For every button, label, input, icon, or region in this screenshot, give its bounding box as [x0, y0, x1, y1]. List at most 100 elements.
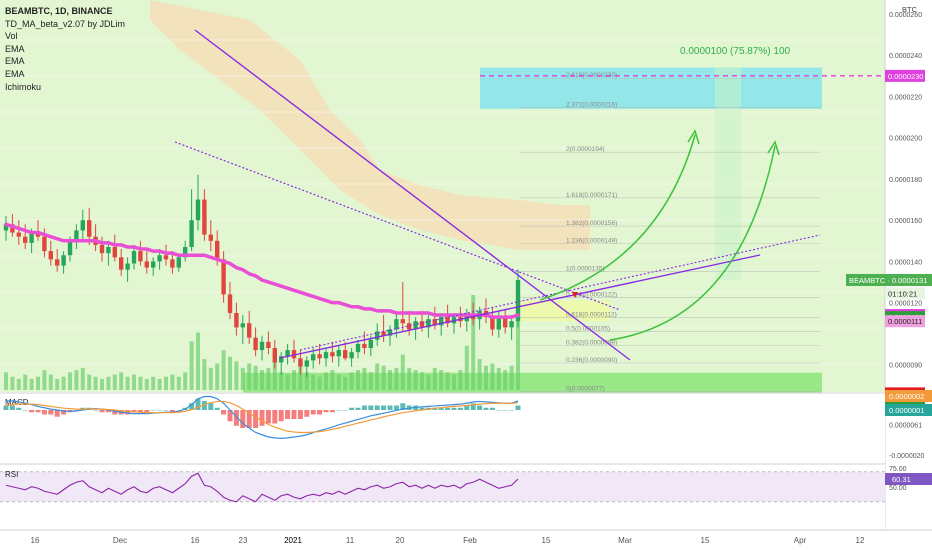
volume-bar: [151, 376, 156, 390]
candle-body: [138, 251, 143, 262]
candle-body: [490, 317, 495, 330]
candle-body: [74, 230, 79, 241]
candle-body: [311, 354, 316, 361]
x-axis-tick: 12: [856, 536, 865, 545]
candle-body: [125, 263, 130, 270]
volume-bar: [452, 374, 456, 390]
macd-histogram-bar: [349, 407, 355, 410]
candle-body: [151, 261, 156, 268]
macd-histogram-bar: [54, 410, 60, 417]
volume-bar: [343, 376, 348, 390]
legend-indicator[interactable]: EMA: [5, 43, 25, 54]
y-axis-tick: 0.0000061: [889, 422, 922, 429]
macd-histogram-bar: [169, 410, 175, 413]
volume-bar: [356, 370, 360, 390]
price-badge: [885, 315, 925, 328]
candle-body: [106, 246, 111, 254]
macd-histogram-bar: [259, 410, 265, 426]
candle-body: [195, 199, 201, 221]
candle-body: [42, 236, 47, 252]
macd-histogram-bar: [381, 405, 387, 410]
candle-body: [227, 294, 233, 313]
candle-body: [80, 220, 85, 231]
ascending-trendline: [279, 254, 761, 359]
legend-indicator[interactable]: EMA: [5, 68, 25, 79]
volume-bar: [87, 374, 92, 390]
macd-histogram-bar: [361, 405, 367, 410]
currency-label: BTC: [902, 5, 918, 14]
volume-bar: [426, 374, 431, 390]
legend-indicator[interactable]: Vol: [5, 31, 18, 42]
x-axis-tick: 16: [191, 536, 200, 545]
price-badge-label: BEAMBTC · 0.0000131: [849, 276, 927, 285]
candle-body: [407, 323, 412, 330]
legend-indicator[interactable]: Ichimoku: [5, 81, 42, 92]
bullish-arrow: [609, 145, 776, 341]
candle-body: [336, 350, 341, 357]
candle-body: [413, 321, 418, 330]
volume-bar: [368, 372, 373, 390]
volume-bar: [29, 378, 34, 390]
fib-label: 0.786(0.0000122): [566, 291, 617, 298]
legend-symbol[interactable]: BEAMBTC, 1D, BINANCE: [5, 6, 113, 16]
macd-histogram-bar: [22, 410, 28, 411]
candle-body: [285, 350, 290, 357]
volume-bar: [458, 370, 463, 390]
x-axis-tick: Feb: [463, 536, 477, 545]
volume-bar: [80, 367, 85, 390]
macd-histogram-bar: [112, 410, 118, 415]
rsi-tick: 50.00: [889, 485, 907, 492]
macd-histogram-bar: [189, 403, 195, 410]
candle-body: [279, 356, 284, 363]
candle-body: [176, 257, 181, 268]
volume-bar: [484, 365, 488, 390]
candle-body: [189, 220, 194, 247]
macd-histogram-bar: [29, 410, 35, 413]
legend-indicator[interactable]: EMA: [5, 56, 25, 67]
volume-bar: [144, 378, 149, 390]
macd-badge-label: 0.0000001: [889, 406, 924, 415]
volume-bar: [394, 367, 399, 390]
macd-histogram-bar: [438, 407, 444, 410]
volume-bar: [298, 365, 303, 390]
candle-body: [157, 255, 162, 262]
volume-bar: [432, 367, 437, 390]
candle-body: [112, 246, 117, 258]
candle-body: [304, 360, 309, 367]
y-axis-tick: 0.0000200: [889, 136, 922, 143]
candle-body: [183, 246, 188, 258]
y-axis-tick: 0.0000260: [889, 12, 922, 19]
volume-bar: [61, 376, 66, 390]
candle-body: [362, 343, 367, 349]
candle-body: [23, 236, 28, 243]
volume-bar: [381, 365, 386, 390]
volume-bar: [375, 363, 380, 390]
candle-body: [48, 251, 53, 260]
macd-label: MACD: [5, 398, 29, 407]
legend-indicator[interactable]: TD_MA_beta_v2.07 by JDLim: [5, 18, 126, 29]
macd-histogram-bar: [489, 407, 495, 410]
volume-bar: [36, 376, 40, 390]
fib-label: 1.618(0.0000171): [566, 192, 617, 199]
projection-column: [715, 67, 741, 280]
rsi-line: [5, 472, 519, 503]
macd-histogram-bar: [393, 405, 399, 410]
candle-body: [426, 319, 431, 328]
candle-body: [445, 317, 450, 324]
candle-body: [247, 323, 252, 338]
fib-label: 0(0.0000077): [566, 385, 605, 392]
macd-histogram-bar: [336, 410, 342, 411]
candle-body: [55, 259, 60, 266]
volume-bar: [496, 367, 501, 390]
macd-histogram-bar: [214, 407, 220, 410]
candle-body: [10, 224, 15, 233]
fib-label: 2(0.0000194): [566, 146, 605, 153]
volume-bar: [516, 295, 520, 390]
macd-histogram-bar: [310, 410, 316, 415]
volume-bar: [349, 372, 354, 390]
candle-body: [131, 251, 137, 264]
ascending-dotted-line: [299, 234, 821, 351]
candle-body: [375, 331, 380, 340]
x-axis-tick: 23: [239, 536, 248, 545]
